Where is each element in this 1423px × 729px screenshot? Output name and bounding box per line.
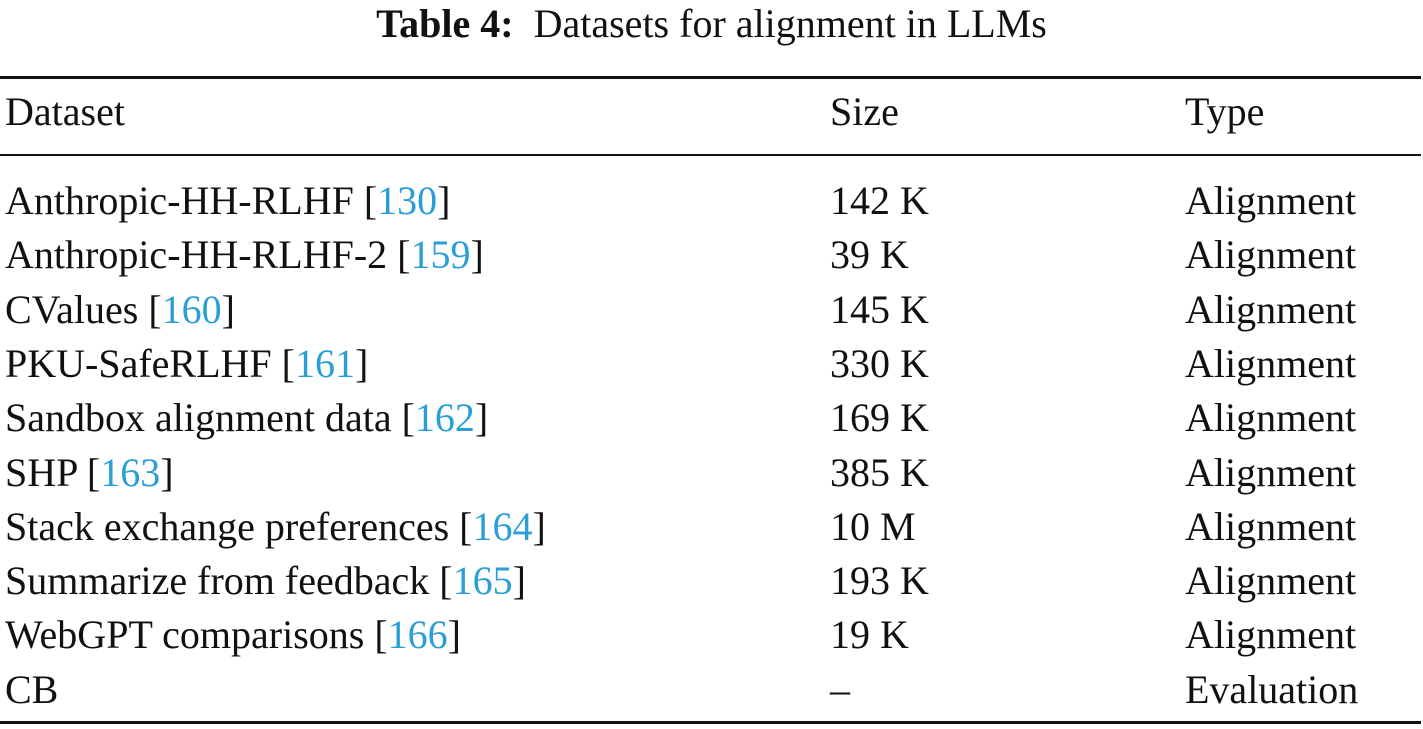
- size-cell: 39 K: [830, 232, 909, 278]
- dataset-text: ]: [447, 612, 461, 658]
- dataset-text: ]: [221, 286, 235, 332]
- dataset-text: Anthropic-HH-RLHF-2 [: [5, 232, 411, 278]
- header-cell: Dataset: [5, 89, 125, 134]
- dataset-cell: Sandbox alignment data [162]: [5, 398, 488, 438]
- size-cell: 145 K: [830, 286, 929, 332]
- dataset-cell: WebGPT comparisons [166]: [5, 615, 461, 655]
- dataset-cell: Summarize from feedback [165]: [5, 561, 526, 601]
- type-cell: Alignment: [1185, 178, 1357, 223]
- dataset-text: CB: [5, 666, 59, 712]
- citation-ref: 159: [410, 232, 471, 278]
- dataset-text: Summarize from feedback [: [5, 558, 453, 604]
- dataset-text: ]: [437, 178, 451, 223]
- dataset-text: ]: [532, 503, 546, 549]
- caption-label: Table 4:: [376, 1, 514, 46]
- citation-ref: 161: [294, 340, 355, 386]
- dataset-text: ]: [470, 232, 484, 278]
- size-cell: 193 K: [830, 558, 929, 604]
- type-cell: Alignment: [1185, 232, 1357, 278]
- dataset-cell: SHP [163]: [5, 449, 174, 495]
- size-cell: 10 M: [830, 503, 916, 549]
- dataset-cell: CB: [5, 666, 59, 712]
- type-cell: Alignment: [1185, 503, 1357, 549]
- size-cell: 19 K: [830, 612, 909, 658]
- type-cell: Alignment: [1185, 395, 1357, 441]
- citation-ref: 163: [100, 449, 161, 495]
- dataset-text: Anthropic-HH-RLHF [: [5, 178, 378, 223]
- dataset-text: SHP [: [5, 449, 101, 495]
- dataset-cell: Anthropic-HH-RLHF [130]: [5, 181, 451, 221]
- dataset-cell: CValues [160]: [5, 286, 235, 332]
- header-cell: Size: [830, 89, 899, 134]
- type-cell: Alignment: [1185, 286, 1357, 332]
- dataset-cell: PKU-SafeRLHF [161]: [5, 340, 369, 386]
- citation-ref: 130: [377, 178, 438, 223]
- citation-ref: 166: [387, 612, 448, 658]
- dataset-text: Sandbox alignment data [: [5, 395, 415, 441]
- caption-text: Datasets for alignment in LLMs: [533, 1, 1047, 46]
- type-cell: Alignment: [1185, 449, 1357, 495]
- top-rule: [0, 76, 1421, 79]
- dataset-text: CValues [: [5, 286, 162, 332]
- type-cell: Alignment: [1185, 612, 1357, 658]
- citation-ref: 165: [452, 558, 513, 604]
- table-caption: Table 4: Datasets for alignment in LLMs: [0, 4, 1423, 44]
- type-cell: Alignment: [1185, 340, 1357, 386]
- size-cell: 142 K: [830, 178, 929, 223]
- citation-ref: 160: [161, 286, 222, 332]
- type-cell: Evaluation: [1185, 666, 1359, 712]
- citation-ref: 162: [414, 395, 475, 441]
- bottom-rule: [0, 721, 1421, 724]
- size-cell: –: [830, 666, 850, 712]
- citation-ref: 164: [472, 503, 533, 549]
- mid-rule: [0, 154, 1421, 156]
- dataset-text: ]: [160, 449, 174, 495]
- dataset-cell: Anthropic-HH-RLHF-2 [159]: [5, 235, 484, 275]
- dataset-text: ]: [474, 395, 489, 441]
- size-cell: 385 K: [830, 449, 929, 495]
- size-cell: 169 K: [830, 395, 929, 441]
- type-cell: Alignment: [1185, 558, 1357, 604]
- dataset-text: PKU-SafeRLHF [: [5, 340, 295, 386]
- dataset-cell: Stack exchange preferences [164]: [5, 503, 546, 549]
- dataset-text: ]: [354, 340, 369, 386]
- dataset-text: ]: [512, 558, 526, 604]
- dataset-text: WebGPT comparisons [: [5, 612, 388, 658]
- dataset-text: Stack exchange preferences [: [5, 503, 473, 549]
- header-cell: Type: [1185, 89, 1265, 134]
- size-cell: 330 K: [830, 340, 929, 386]
